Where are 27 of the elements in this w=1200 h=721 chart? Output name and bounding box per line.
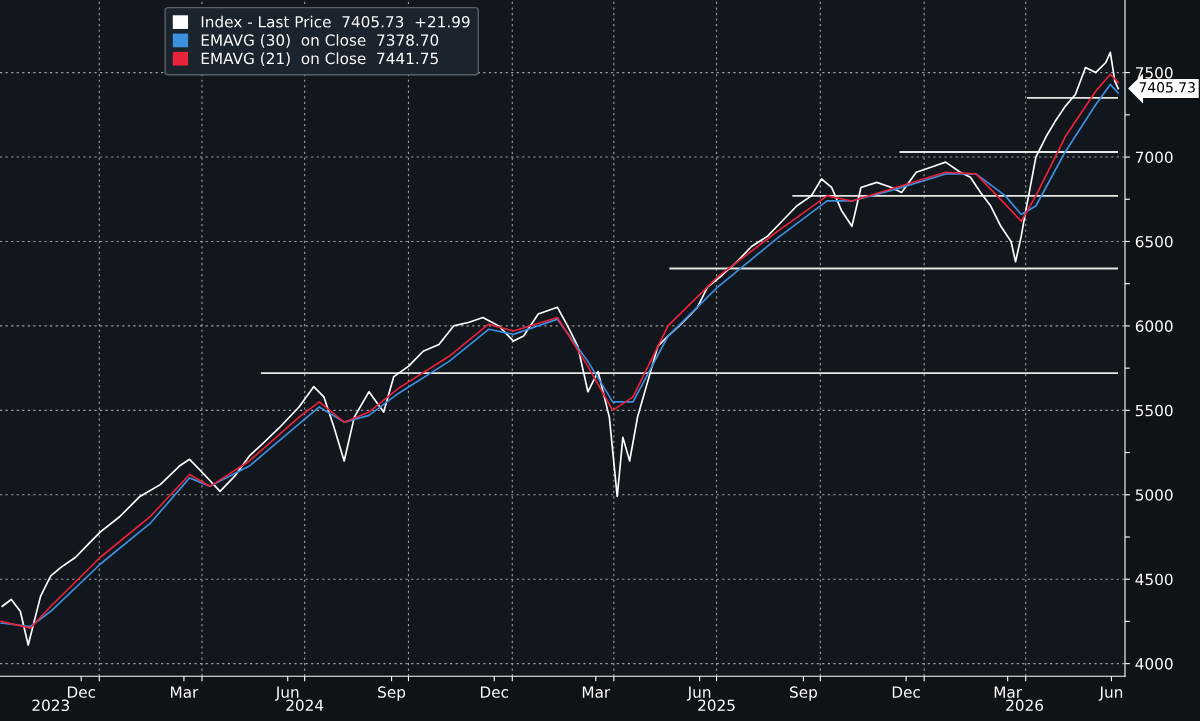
x2-tick-label: 2025 xyxy=(698,699,735,712)
x-tick-label: Jun xyxy=(1098,686,1123,701)
x-tick-label: Sep xyxy=(378,686,406,701)
x-tick-label: Mar xyxy=(171,686,199,698)
x2-tick-label: 2026 xyxy=(1006,699,1044,712)
x-tick-label: Mar xyxy=(582,686,611,698)
x-tick-label: Jun xyxy=(686,686,711,701)
y-tick-label: 5500 xyxy=(1135,404,1173,417)
x2-tick-label: 2023 xyxy=(32,699,69,712)
legend-label: Index - Last Price 7405.73 +21.99 xyxy=(201,15,470,28)
annotation: 7405.73 xyxy=(1139,82,1195,93)
x-tick-label: Dec xyxy=(67,686,96,698)
y-tick-label: 4500 xyxy=(1135,573,1173,586)
y-tick-label: 7500 xyxy=(1135,67,1173,79)
x-tick-label: Mar xyxy=(994,686,1023,698)
x-tick-label: Sep xyxy=(790,686,817,701)
y-tick-label: 4000 xyxy=(1135,658,1173,670)
x2-tick-label: 2024 xyxy=(286,699,324,712)
y-tick-label: 7000 xyxy=(1135,151,1173,164)
x-tick-label: Dec xyxy=(892,686,920,698)
legend-label: EMAVG (30) on Close 7378.70 xyxy=(201,34,439,48)
y-tick-label: 6500 xyxy=(1135,235,1173,248)
y-tick-label: 6000 xyxy=(1135,320,1173,332)
x-tick-label: Dec xyxy=(480,686,509,698)
y-tick-label: 5000 xyxy=(1135,489,1173,501)
legend-label: EMAVG (21) on Close 7441.75 xyxy=(201,52,438,66)
x-tick-label: Jun xyxy=(275,686,299,701)
